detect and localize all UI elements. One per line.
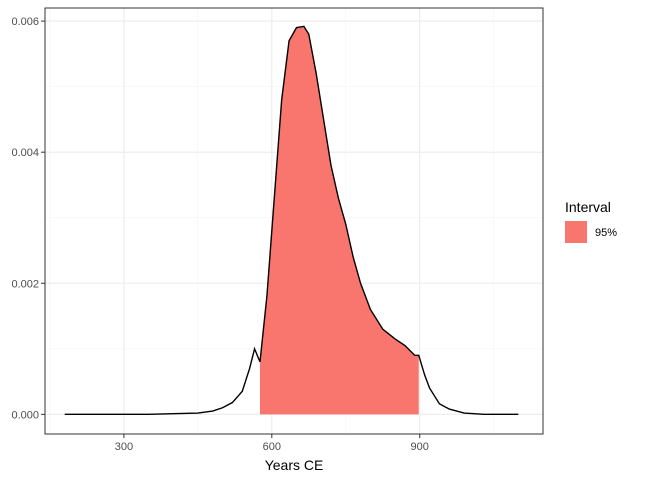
y-tick-label: 0.002 [11, 278, 39, 290]
y-tick-label: 0.004 [11, 147, 39, 159]
legend-title: Interval [565, 199, 611, 215]
interval-area-95 [259, 26, 419, 415]
x-tick-label: 300 [115, 441, 133, 453]
x-axis-title: Years CE [265, 457, 324, 473]
x-axis-ticks: 300 600 900 [115, 434, 429, 453]
y-tick-label: 0.006 [11, 16, 39, 28]
legend-label-95: 95% [595, 227, 617, 239]
legend-key-95 [565, 221, 587, 243]
density-line [64, 25, 519, 416]
y-axis-ticks: 0.000 0.002 0.004 0.006 [11, 16, 45, 421]
y-tick-label: 0.000 [11, 409, 39, 421]
x-tick-label: 600 [263, 441, 281, 453]
legend: Interval 95% [565, 199, 617, 243]
x-tick-label: 900 [411, 441, 429, 453]
panel-border [44, 7, 544, 435]
